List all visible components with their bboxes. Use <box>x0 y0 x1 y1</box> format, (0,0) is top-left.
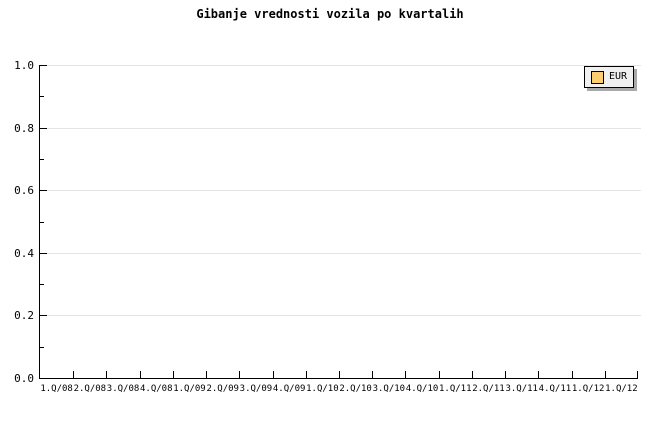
x-axis-tick-label: 4.Q/08 <box>140 384 173 394</box>
x-axis-tick-label: 3.Q/09 <box>239 384 273 394</box>
y-axis-minor-tick <box>40 347 44 348</box>
gridline <box>40 315 641 316</box>
plot-area: 0.0 0.2 0.4 0.6 0.8 1.0 1.Q/08 2.Q/08 3.Q/08 4.Q/… <box>14 60 641 394</box>
x-axis-tick-label: 1.Q/08 <box>40 384 73 394</box>
y-axis-tick-label: 0.4 <box>14 247 34 260</box>
y-axis-tick-label: 1.0 <box>14 59 34 72</box>
legend-swatch-icon <box>591 70 604 84</box>
y-axis-minor-tick <box>40 159 44 160</box>
x-axis-tick <box>73 371 74 378</box>
x-axis-tick-label: 4.Q/11 <box>538 384 572 394</box>
y-axis-major-tick <box>40 315 47 316</box>
x-axis-tick-label: 1.Q/11 <box>439 384 472 394</box>
x-axis-tick <box>306 371 307 378</box>
gridline <box>40 65 641 66</box>
x-axis-tick <box>505 371 506 378</box>
y-axis-minor-tick <box>40 222 44 223</box>
x-axis-tick <box>439 371 440 378</box>
x-axis-tick <box>206 371 207 378</box>
x-axis-tick-label: 2.Q/09 <box>206 384 239 394</box>
y-axis-major-tick <box>40 128 47 129</box>
x-axis-tick-label: 3.Q/08 <box>106 384 140 394</box>
x-axis-tick-label: 3.Q/10 <box>372 384 406 394</box>
x-axis-tick-label: 4.Q/09 <box>272 384 306 394</box>
x-axis-tick <box>239 371 240 378</box>
x-axis-tick <box>572 371 573 378</box>
y-axis-minor-tick <box>40 96 44 97</box>
y-axis-major-tick <box>40 190 47 191</box>
gridline <box>40 128 641 129</box>
y-axis-minor-tick <box>40 284 44 285</box>
y-axis-tick-label: 0.0 <box>14 372 34 385</box>
x-axis-tick-label: 1.Q/10 <box>306 384 339 394</box>
legend-label: EUR <box>609 71 628 82</box>
x-axis-tick <box>405 371 406 378</box>
x-axis-tick <box>372 371 373 378</box>
y-axis-major-tick <box>40 253 47 254</box>
y-axis-major-tick <box>40 65 47 66</box>
x-axis-tick <box>339 371 340 378</box>
y-axis-tick-label: 0.8 <box>14 122 34 135</box>
x-axis-tick <box>605 371 606 378</box>
x-axis-tick <box>637 371 638 378</box>
x-axis-tick-label: 3.Q/11 <box>505 384 538 394</box>
x-axis-tick-label: 2.Q/08 <box>73 384 107 394</box>
x-axis-tick-label: 2.Q/11 <box>472 384 505 394</box>
y-axis-tick-label: 0.6 <box>14 184 34 197</box>
x-axis-tick-label: 1.Q/09 <box>173 384 206 394</box>
x-axis-tick <box>538 371 539 378</box>
x-axis-tick <box>173 371 174 378</box>
x-axis-tick <box>273 371 274 378</box>
y-axis-tick-label: 0.2 <box>14 309 34 322</box>
legend: EUR <box>584 66 634 88</box>
x-axis-tick <box>472 371 473 378</box>
x-axis-tick-label: 1.Q/12 <box>571 384 605 394</box>
x-axis-tick <box>140 371 141 378</box>
gridline <box>40 253 641 254</box>
x-axis-tick-label: 1.Q/12 <box>605 384 638 394</box>
x-axis-tick-label: 4.Q/10 <box>405 384 439 394</box>
x-axis-tick <box>106 371 107 378</box>
chart-title: Gibanje vrednosti vozila po kvartalih <box>196 7 464 21</box>
x-axis-tick-label: 2.Q/10 <box>339 384 372 394</box>
gridline <box>40 190 641 191</box>
